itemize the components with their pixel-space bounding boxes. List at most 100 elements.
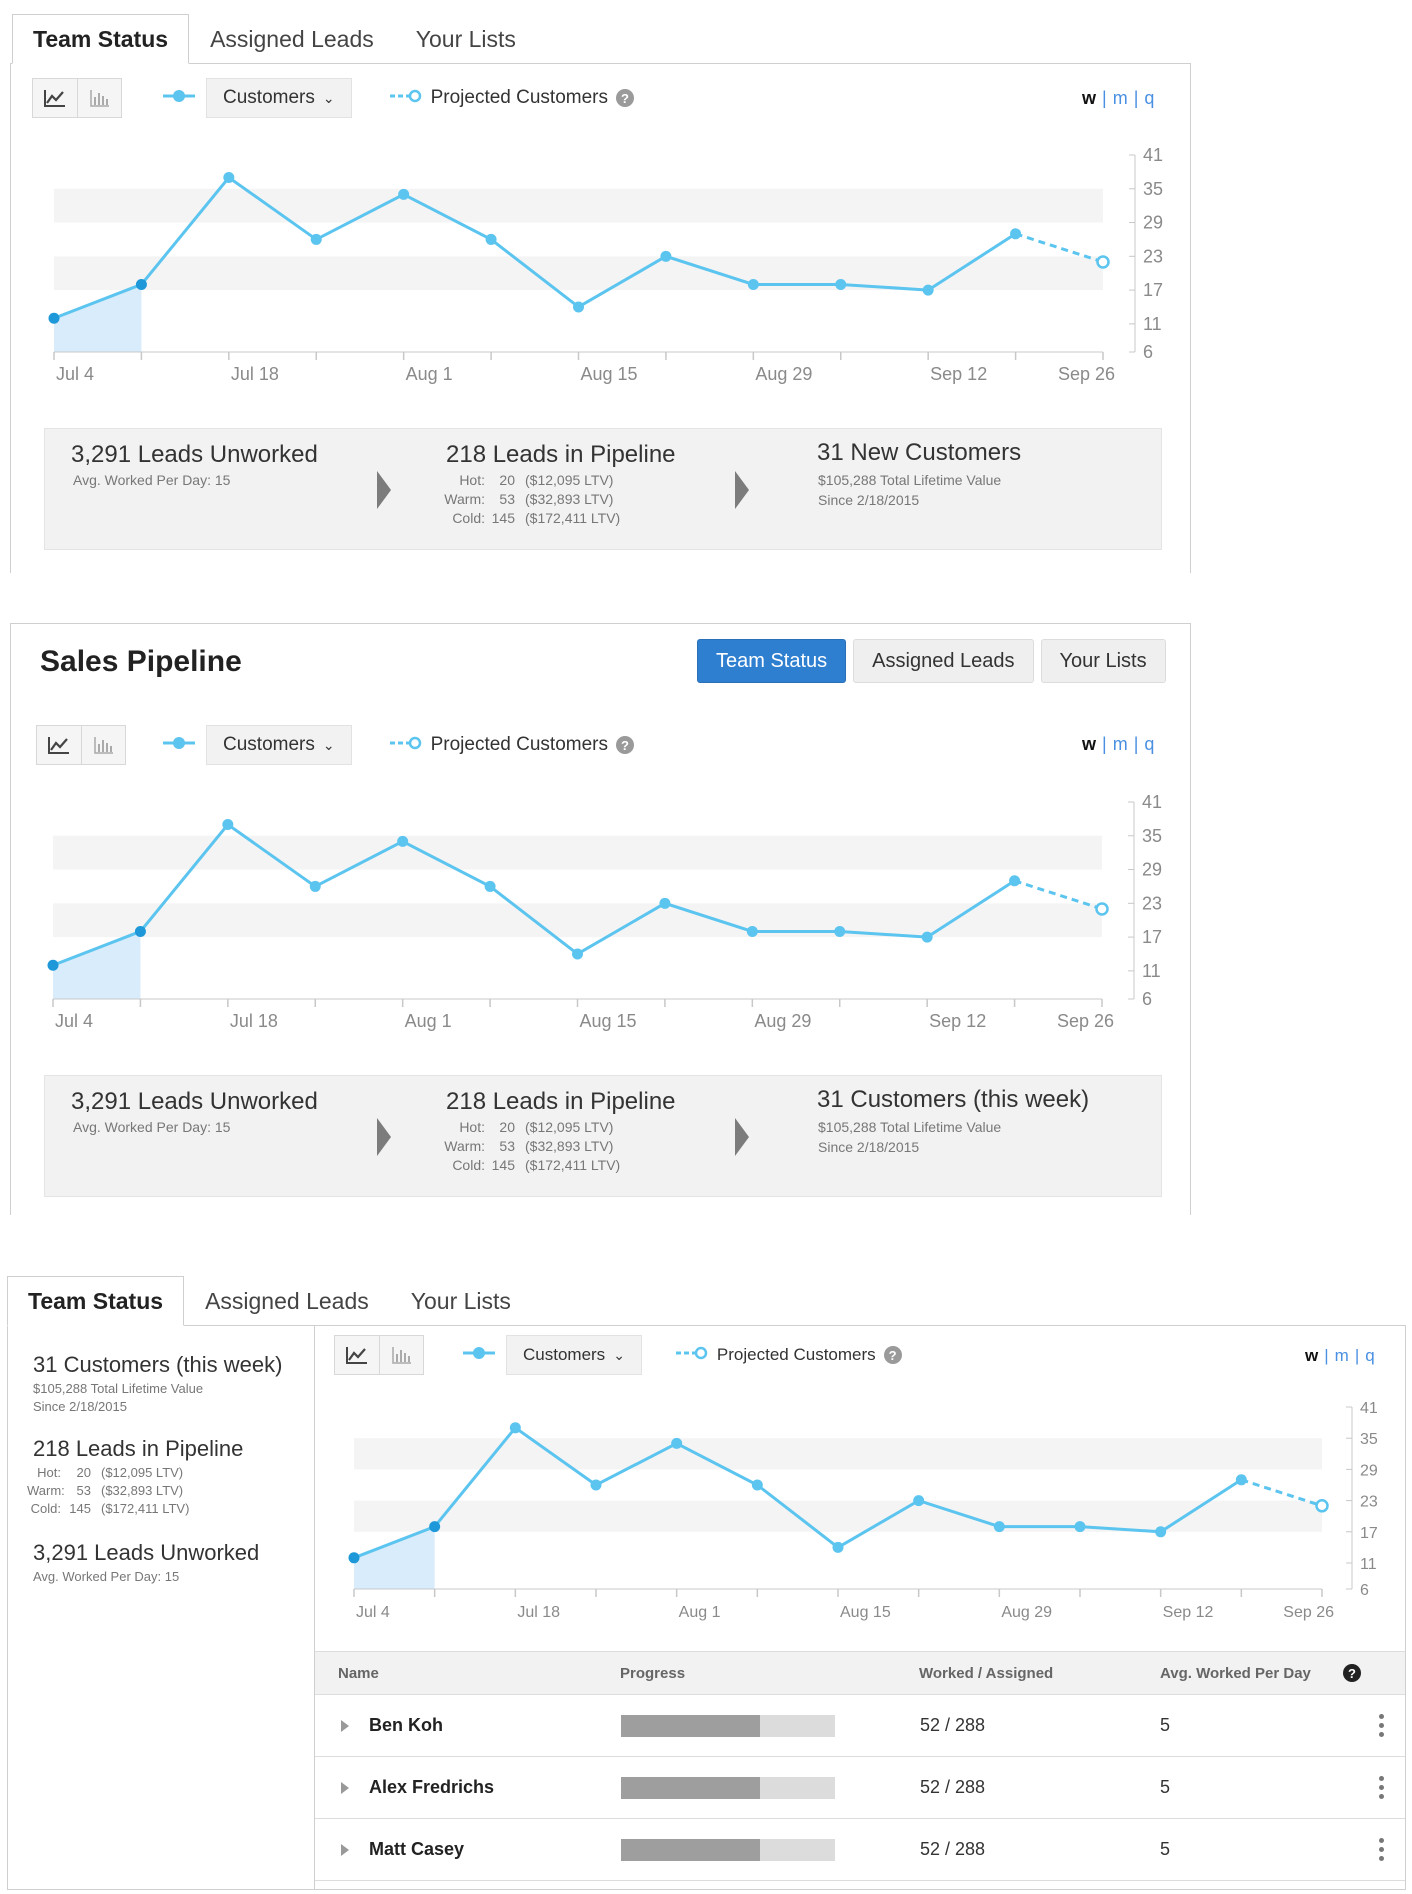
data-point [1155, 1526, 1167, 1538]
series-line [53, 175, 1017, 320]
x-tick-label: Aug 15 [840, 1604, 891, 1621]
your-lists-button[interactable]: Your Lists [1040, 639, 1166, 683]
tab-assigned-leads[interactable]: Assigned Leads [210, 25, 374, 52]
data-point [832, 1541, 844, 1553]
pipeline-title: 218 Leads in Pipeline [446, 441, 676, 468]
expand-icon[interactable] [341, 1781, 349, 1794]
row-menu[interactable] [1379, 1819, 1384, 1880]
cold-count: 145 [69, 1501, 91, 1516]
x-tick-label: Sep 26 [1058, 364, 1115, 384]
chart-toolbar: Customers ⌄ Projected Customers ? [36, 724, 634, 766]
chart-area [54, 284, 142, 352]
table-row[interactable]: Ben Koh 52 / 288 5 [315, 1695, 1405, 1757]
tab-your-lists[interactable]: Your Lists [415, 25, 516, 52]
y-tick-label: 17 [1143, 280, 1163, 300]
row-menu[interactable] [1379, 1757, 1384, 1818]
bar-chart-icon[interactable] [81, 726, 125, 764]
tab-team-status[interactable]: Team Status [7, 1276, 185, 1326]
projected-point [1315, 1499, 1329, 1513]
cold-ltv: ($172,411 LTV) [525, 1157, 621, 1173]
line-chart-icon[interactable] [33, 79, 77, 117]
ltv-total: $105,288 Total Lifetime Value [818, 472, 1002, 488]
more-vertical-icon[interactable] [1379, 1714, 1384, 1737]
team-status-button[interactable]: Team Status [697, 639, 847, 683]
expand-icon[interactable] [341, 1719, 349, 1732]
y-tick-label: 35 [1142, 826, 1162, 846]
line-chart-icon[interactable] [335, 1336, 379, 1374]
series-dropdown[interactable]: Customers ⌄ [506, 1335, 642, 1375]
row-menu[interactable] [1379, 1695, 1384, 1756]
hot-count: 20 [76, 1465, 91, 1480]
y-tick-label: 29 [1143, 213, 1163, 233]
period-week[interactable]: w [1082, 88, 1097, 108]
tab-assigned-leads[interactable]: Assigned Leads [205, 1287, 369, 1314]
data-point [47, 959, 59, 971]
stats-bar: 3,291 Leads Unworked Avg. Worked Per Day… [44, 428, 1162, 550]
grid-band [354, 1438, 1322, 1470]
data-point [660, 250, 672, 262]
tab-bar: Team Status Assigned Leads Your Lists [12, 14, 537, 64]
member-name[interactable]: Alex Fredrichs [369, 1777, 495, 1797]
chart-toolbar: Customers ⌄ Projected Customers ? [334, 1334, 902, 1376]
header-progress[interactable]: Progress [620, 1664, 686, 1682]
x-tick-label: Jul 4 [356, 1604, 390, 1621]
period-week[interactable]: w [1082, 734, 1097, 754]
data-point [747, 278, 759, 290]
member-name[interactable]: Matt Casey [369, 1839, 465, 1859]
data-point [310, 233, 322, 245]
progress-bar [621, 1776, 835, 1799]
projected-label: Projected Customers [716, 1345, 876, 1364]
period-month[interactable]: m [1334, 1346, 1349, 1365]
more-vertical-icon[interactable] [1379, 1838, 1384, 1861]
series-dropdown[interactable]: Customers ⌄ [206, 78, 352, 118]
period-month[interactable]: m [1112, 88, 1128, 108]
bar-chart-icon[interactable] [77, 79, 121, 117]
data-point [835, 278, 847, 290]
tab-your-lists[interactable]: Your Lists [410, 1287, 511, 1314]
hot-label: Hot: [37, 1465, 61, 1480]
tab-bar: Team Status Assigned Leads Your Lists [7, 1276, 532, 1326]
cold-ltv: ($172,411 LTV) [101, 1501, 190, 1516]
help-icon[interactable]: ? [1343, 1664, 1361, 1682]
data-point [309, 880, 321, 892]
tab-team-status[interactable]: Team Status [12, 14, 190, 64]
customers-legend-icon [162, 88, 196, 109]
table-row[interactable]: Matt Casey 52 / 288 5 [315, 1819, 1405, 1881]
y-tick-label: 6 [1360, 1582, 1369, 1599]
period-week[interactable]: w [1305, 1346, 1319, 1365]
header-worked[interactable]: Worked / Assigned [919, 1664, 1054, 1682]
customers-week-title: 31 Customers (this week) [817, 1086, 1090, 1113]
since-date: Since 2/18/2015 [33, 1399, 127, 1414]
help-icon[interactable]: ? [616, 736, 634, 754]
cold-label: Cold: [452, 1157, 485, 1173]
header-avg[interactable]: Avg. Worked Per Day [1160, 1664, 1311, 1682]
period-separator: | [1324, 1346, 1329, 1365]
period-quarter[interactable]: q [1144, 88, 1155, 108]
data-point [573, 301, 584, 313]
bar-chart-icon[interactable] [379, 1336, 423, 1374]
y-tick-label: 23 [1142, 893, 1162, 913]
data-point [135, 278, 147, 290]
pipeline-title: 218 Leads in Pipeline [446, 1088, 676, 1115]
period-separator: | [1102, 88, 1107, 108]
help-icon[interactable]: ? [616, 89, 634, 107]
assigned-leads-button[interactable]: Assigned Leads [853, 639, 1034, 683]
member-name[interactable]: Ben Koh [369, 1715, 443, 1735]
data-point [921, 931, 933, 943]
leads-unworked-sub: Avg. Worked Per Day: 15 [73, 472, 231, 488]
grid-band [53, 903, 1102, 938]
table-row[interactable]: Alex Fredrichs 52 / 288 5 [315, 1757, 1405, 1819]
warm-ltv: ($32,893 LTV) [525, 1138, 614, 1154]
expand-icon[interactable] [341, 1843, 349, 1856]
period-quarter[interactable]: q [1365, 1346, 1375, 1365]
period-month[interactable]: m [1112, 734, 1128, 754]
line-chart-icon[interactable] [37, 726, 81, 764]
hot-label: Hot: [459, 472, 485, 488]
header-name[interactable]: Name [338, 1664, 379, 1682]
help-icon[interactable]: ? [883, 1346, 902, 1364]
series-dropdown[interactable]: Customers ⌄ [206, 725, 352, 765]
period-quarter[interactable]: q [1144, 734, 1155, 754]
series-dropdown-label: Customers [523, 1345, 606, 1364]
more-vertical-icon[interactable] [1379, 1776, 1384, 1799]
